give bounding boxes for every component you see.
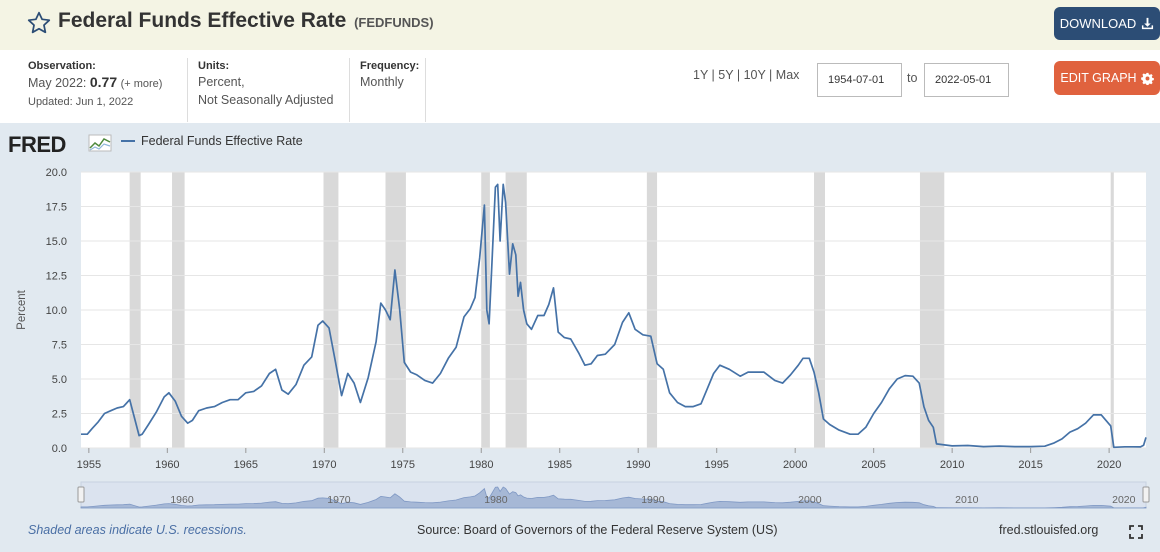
site-link[interactable]: fred.stlouisfed.org xyxy=(999,523,1099,537)
range-navigator[interactable]: 1960 1970 1980 1990 2000 2010 2020 xyxy=(77,481,1150,509)
line-chart: 1955 1960 1965 1970 1975 1980 1985 1990 1995 2000… xyxy=(16,167,1150,509)
download-icon xyxy=(1142,17,1154,30)
observation-more-link[interactable]: (+ more) xyxy=(120,78,163,90)
x-tick-label: 2000 xyxy=(783,459,807,471)
navigator-right-handle[interactable] xyxy=(1142,486,1150,503)
graph-area: 1955 1960 1965 1970 1975 1980 1985 1990 1995 2000… xyxy=(0,123,1160,552)
edit-graph-button[interactable]: EDIT GRAPH xyxy=(1054,61,1160,95)
divider xyxy=(425,58,426,122)
divider xyxy=(187,58,188,122)
star-outline-icon[interactable] xyxy=(26,10,52,36)
y-tick-label: 5.0 xyxy=(52,374,67,386)
units-line-2: Not Seasonally Adjusted xyxy=(198,93,334,107)
y-tick-label: 7.5 xyxy=(52,340,67,352)
x-tick-label: 2010 xyxy=(940,459,964,471)
navigator-label: 2000 xyxy=(798,494,822,506)
observation-date: May 2022: xyxy=(28,76,87,90)
download-button[interactable]: DOWNLOAD xyxy=(1054,7,1160,40)
units-block: Units: Percent, Not Seasonally Adjusted xyxy=(198,59,334,109)
series-line xyxy=(81,183,1147,449)
to-label: to xyxy=(907,71,918,85)
download-label: DOWNLOAD xyxy=(1059,16,1137,31)
series-id: (FEDFUNDS) xyxy=(354,15,434,30)
navigator-left-handle[interactable] xyxy=(77,486,85,503)
series-info-row: Observation: May 2022: 0.77 (+ more) Upd… xyxy=(0,50,1160,123)
range-max-link[interactable]: Max xyxy=(775,68,800,82)
source-text: Source: Board of Governors of the Federa… xyxy=(417,523,778,537)
series-title-text: Federal Funds Effective Rate xyxy=(58,9,347,32)
fred-logo-chart-icon xyxy=(88,134,112,152)
x-tick-label: 1970 xyxy=(312,459,336,471)
range-10y-link[interactable]: 10Y xyxy=(743,68,766,82)
updated-date: Updated: Jun 1, 2022 xyxy=(28,96,134,108)
divider xyxy=(349,58,350,122)
page-title: Federal Funds Effective Rate (FEDFUNDS) xyxy=(58,9,434,33)
range-5y-link[interactable]: 5Y xyxy=(718,68,734,82)
y-tick-label: 12.5 xyxy=(46,271,67,283)
navigator-label: 1990 xyxy=(641,494,665,506)
frequency-value: Monthly xyxy=(360,75,404,89)
navigator-series xyxy=(80,486,1147,509)
x-tick-label: 1955 xyxy=(77,459,101,471)
navigator-label: 1970 xyxy=(327,494,351,506)
x-tick-label: 1980 xyxy=(469,459,493,471)
navigator-label: 2010 xyxy=(955,494,979,506)
x-tick-label: 1975 xyxy=(391,459,415,471)
chart-legend: Federal Funds Effective Rate xyxy=(121,134,303,148)
x-tick-label: 2020 xyxy=(1097,459,1121,471)
end-date-input[interactable] xyxy=(924,63,1009,97)
fred-logo[interactable]: FRED xyxy=(8,132,66,157)
units-line-1: Percent, xyxy=(198,75,245,89)
title-bar: Federal Funds Effective Rate (FEDFUNDS) … xyxy=(0,0,1160,50)
y-tick-label: 2.5 xyxy=(52,409,67,421)
x-tick-label: 2015 xyxy=(1018,459,1042,471)
x-tick-label: 1965 xyxy=(234,459,258,471)
legend-line-swatch xyxy=(121,140,135,142)
navigator-label: 2020 xyxy=(1112,494,1136,506)
frequency-label: Frequency: xyxy=(360,60,420,72)
legend-label: Federal Funds Effective Rate xyxy=(141,134,303,148)
y-tick-label: 10.0 xyxy=(46,305,67,317)
y-tick-label: 17.5 xyxy=(46,202,67,214)
navigator-label: 1960 xyxy=(170,494,194,506)
y-tick-label: 15.0 xyxy=(46,236,67,248)
range-1y-link[interactable]: 1Y xyxy=(693,68,709,82)
edit-graph-label: EDIT GRAPH xyxy=(1060,71,1137,85)
date-range-links: 1Y | 5Y | 10Y | Max xyxy=(693,68,800,82)
observation-block: Observation: May 2022: 0.77 (+ more) Upd… xyxy=(28,59,162,111)
y-tick-label: 20.0 xyxy=(46,167,67,179)
recession-note: Shaded areas indicate U.S. recessions. xyxy=(28,523,247,537)
x-tick-label: 1960 xyxy=(155,459,179,471)
navigator-label: 1980 xyxy=(484,494,508,506)
x-tick-label: 1990 xyxy=(626,459,650,471)
observation-line: May 2022: 0.77 (+ more) xyxy=(28,73,162,93)
units-label: Units: xyxy=(198,60,230,72)
frequency-block: Frequency: Monthly xyxy=(360,59,419,91)
fullscreen-icon[interactable] xyxy=(1129,525,1143,539)
observation-value: 0.77 xyxy=(89,74,118,90)
y-axis-title: Percent xyxy=(16,289,28,329)
start-date-input[interactable] xyxy=(817,63,902,97)
observation-label: Observation: xyxy=(28,60,96,72)
x-tick-label: 2005 xyxy=(861,459,885,471)
x-tick-label: 1995 xyxy=(704,459,728,471)
x-tick-label: 1985 xyxy=(547,459,571,471)
gear-icon xyxy=(1140,72,1154,85)
y-tick-label: 0.0 xyxy=(52,443,67,455)
